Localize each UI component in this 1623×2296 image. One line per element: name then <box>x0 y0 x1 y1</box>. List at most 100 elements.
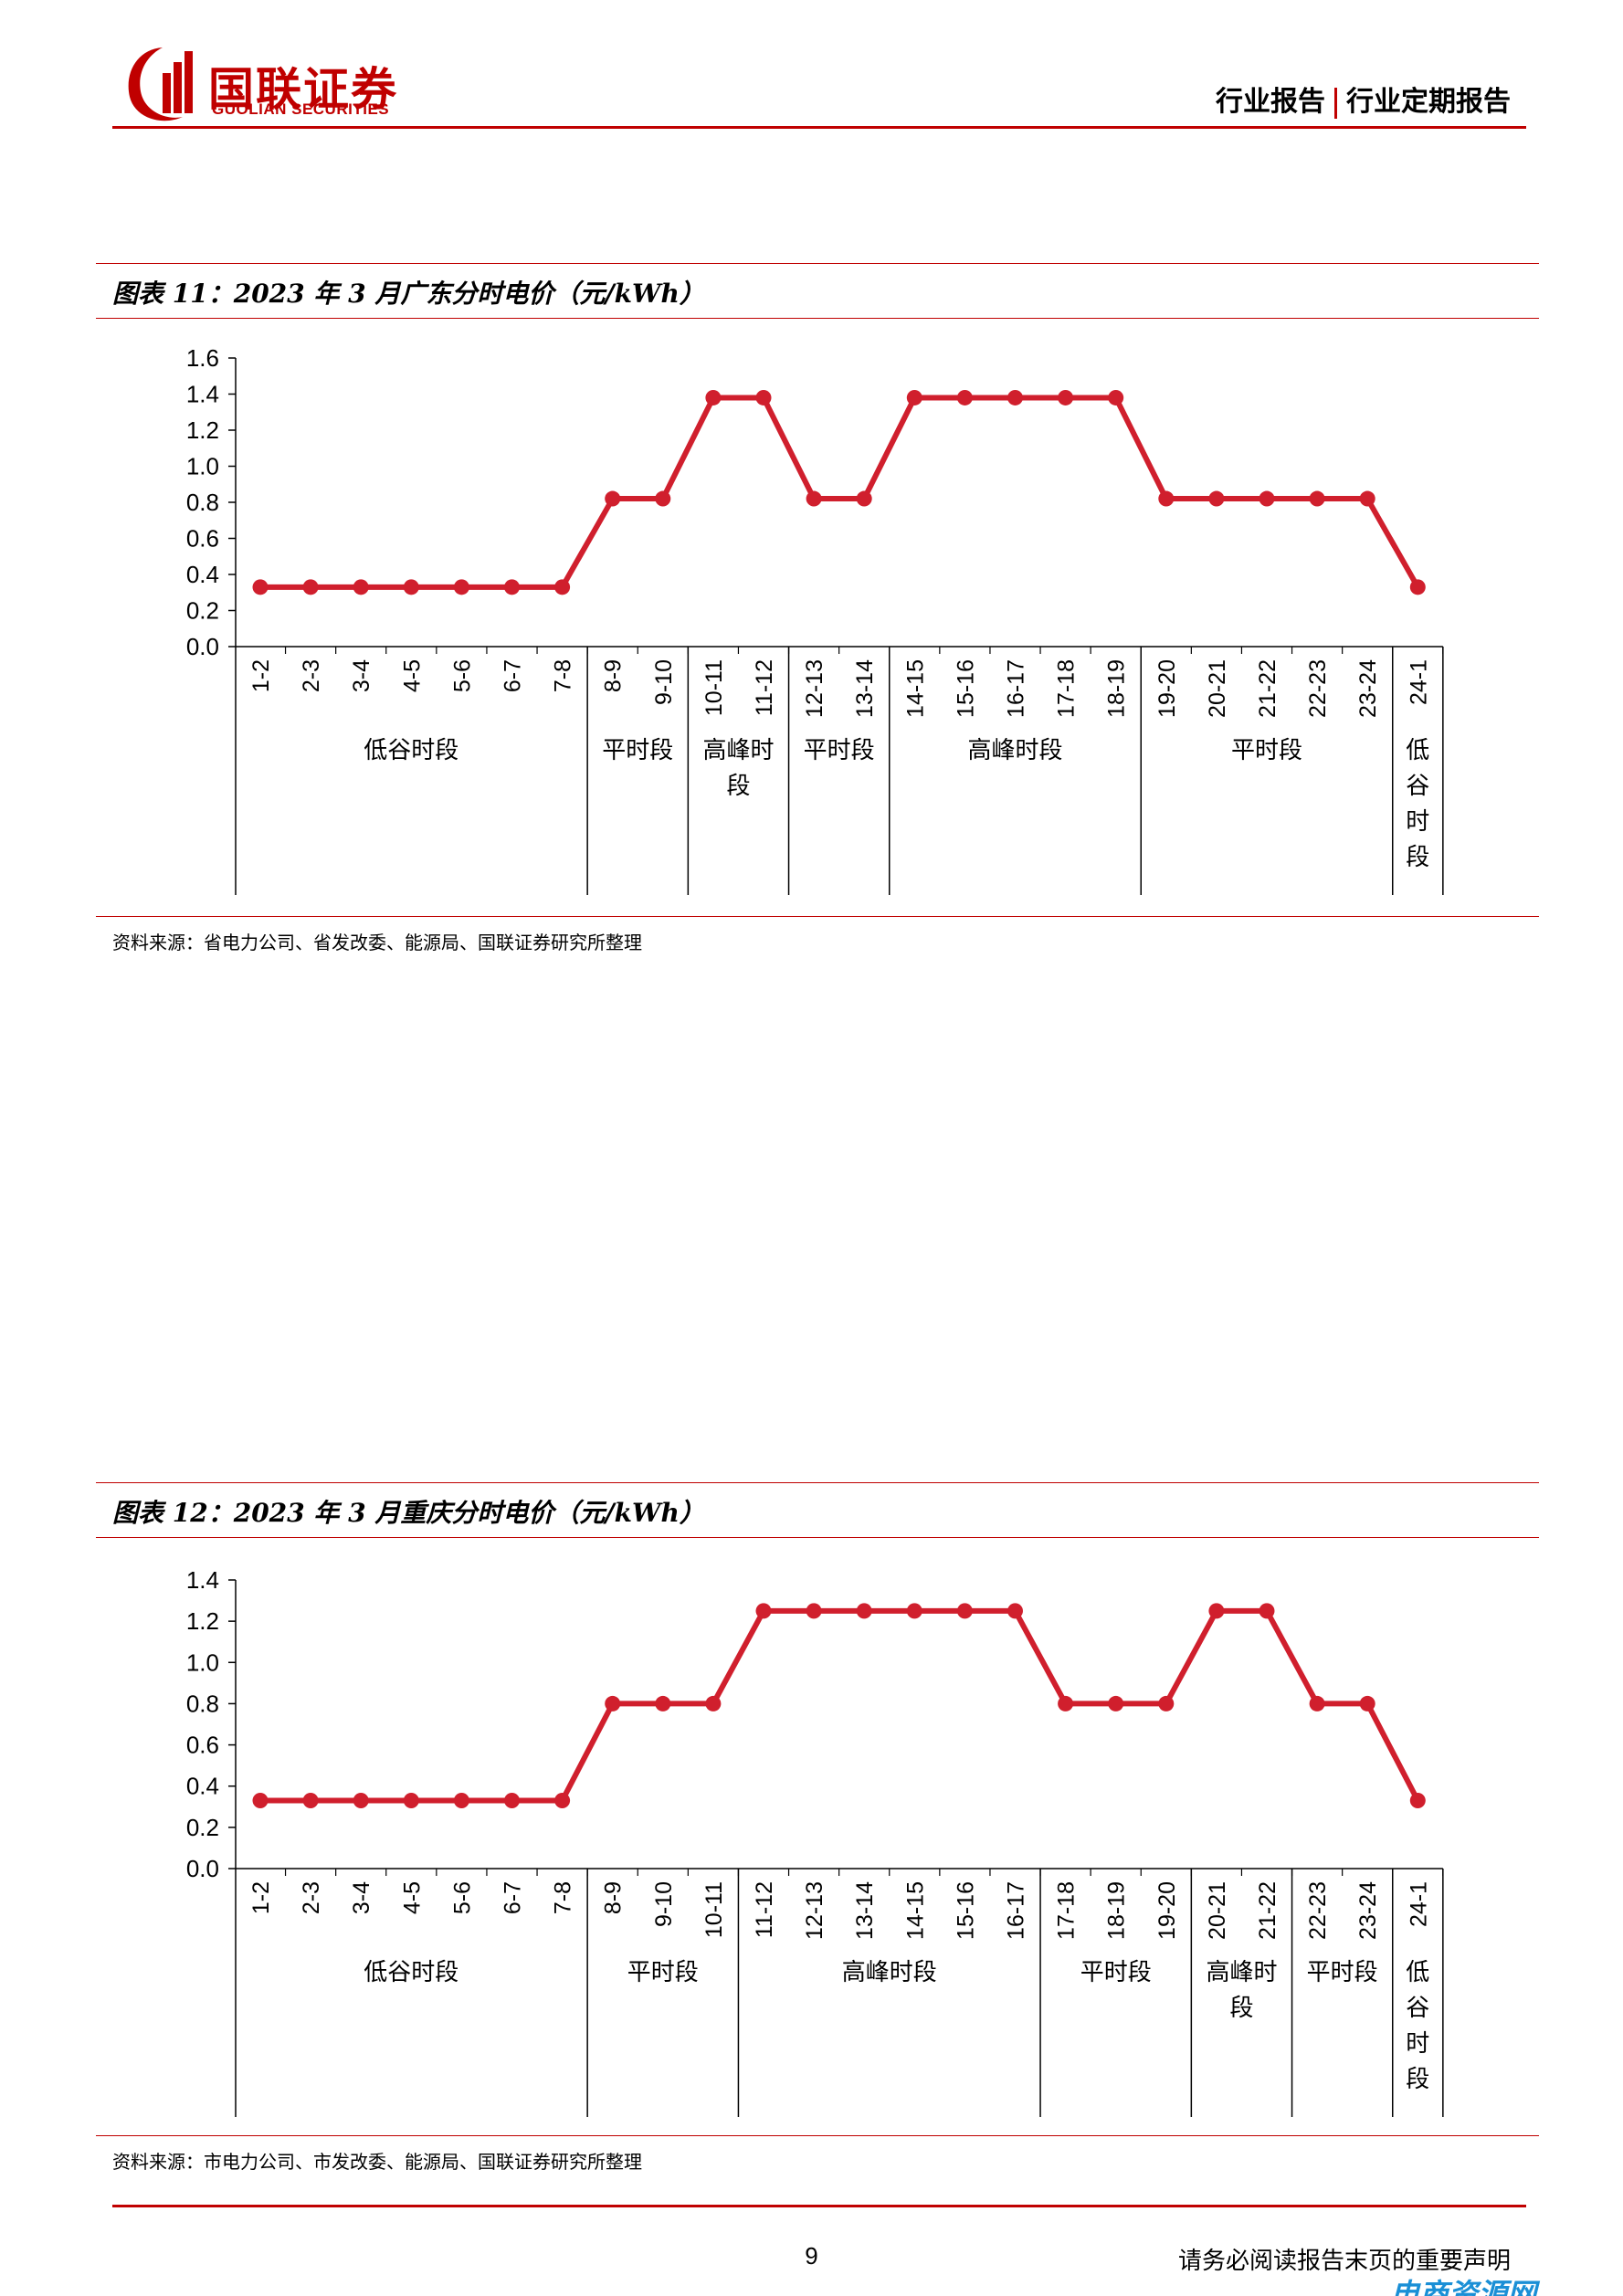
data-point <box>1259 1603 1275 1619</box>
x-category-label: 23-24 <box>1355 1881 1381 1940</box>
figure-12-caption-rule <box>96 1537 1539 1538</box>
footer-notice: 请务必阅读报告末页的重要声明 <box>1177 2248 1511 2275</box>
data-point <box>1158 490 1175 507</box>
report-subtype: 行业定期报告 <box>1346 86 1511 118</box>
x-category-label: 6-7 <box>501 1881 526 1914</box>
x-category-label: 16-17 <box>1004 659 1029 718</box>
data-point <box>1409 579 1426 595</box>
group-label: 高峰时段 <box>967 737 1062 764</box>
data-point <box>1359 490 1375 507</box>
data-point <box>504 1793 520 1809</box>
x-category-label: 14-15 <box>902 1881 928 1940</box>
data-point <box>1158 1695 1175 1711</box>
x-category-label: 3-4 <box>349 1881 374 1914</box>
y-tick-label: 0.8 <box>186 1690 219 1717</box>
x-category-label: 1-2 <box>248 1881 274 1914</box>
data-point <box>1108 1695 1124 1711</box>
x-category-label: 9-10 <box>651 659 677 705</box>
y-tick-label: 0.0 <box>186 633 219 660</box>
data-point <box>856 490 872 507</box>
group-label: 低谷时段 <box>364 1959 458 1986</box>
chart-chongqing: 0.0 0.2 0.4 0.6 0.8 1.0 1.2 1.4 1-2 2-3 3-4 4-5 5-6 6… <box>186 1566 1444 2117</box>
x-category-label: 1-2 <box>248 659 274 692</box>
y-tick-label: 0.8 <box>186 489 219 516</box>
data-point <box>655 490 671 507</box>
x-category-label: 4-5 <box>399 659 425 692</box>
data-point <box>956 1603 973 1619</box>
figure-11-caption-rule <box>96 318 1539 319</box>
y-tick-label: 1.2 <box>186 416 219 444</box>
x-category-label: 2-3 <box>299 659 324 692</box>
data-point <box>504 579 520 595</box>
figure-11-source: 资料来源：省电力公司、省发改委、能源局、国联证券研究所整理 <box>112 932 642 953</box>
data-point <box>252 579 269 595</box>
y-tick-label: 1.0 <box>186 453 219 480</box>
data-point <box>1309 1695 1325 1711</box>
group-label: 高峰时段 <box>1206 1959 1277 2022</box>
group-label: 低谷时段 <box>1406 737 1429 871</box>
figure-12-bottom-rule <box>96 2135 1539 2136</box>
data-point <box>403 579 419 595</box>
x-category-label: 22-23 <box>1305 1881 1331 1940</box>
x-category-label: 17-18 <box>1054 659 1080 718</box>
y-tick-label: 0.6 <box>186 525 219 553</box>
y-tick-label: 0.4 <box>186 1773 219 1800</box>
x-category-label: 8-9 <box>601 659 627 692</box>
data-point <box>806 1603 822 1619</box>
figure-12-top-rule <box>96 1482 1539 1483</box>
x-category-label: 14-15 <box>902 659 928 718</box>
data-point <box>605 1695 621 1711</box>
x-category-label: 5-6 <box>449 659 475 692</box>
data-point <box>302 579 319 595</box>
x-category-label: 9-10 <box>651 1881 677 1927</box>
x-category-label: 13-14 <box>852 659 878 718</box>
x-category-label: 4-5 <box>399 1881 425 1914</box>
data-point <box>856 1603 872 1619</box>
data-point <box>906 1603 922 1619</box>
data-point <box>755 389 772 405</box>
x-category-label: 17-18 <box>1054 1881 1080 1940</box>
y-tick-label: 1.4 <box>186 1566 219 1594</box>
x-category-label: 21-22 <box>1255 659 1280 718</box>
x-category-label: 19-20 <box>1154 659 1180 718</box>
x-category-label: 12-13 <box>802 1881 827 1940</box>
data-point <box>453 1793 469 1809</box>
guolian-logo-icon <box>128 47 193 121</box>
x-category-label: 7-8 <box>551 659 576 692</box>
data-point <box>403 1793 419 1809</box>
x-category-label: 8-9 <box>601 1881 627 1914</box>
x-category-label: 24-1 <box>1406 1881 1431 1927</box>
group-label: 低谷时段 <box>1406 1959 1429 2093</box>
data-point <box>1208 490 1225 507</box>
group-label: 平时段 <box>1080 1959 1152 1986</box>
report-type: 行业报告 <box>1216 86 1325 118</box>
x-category-label: 23-24 <box>1355 659 1381 718</box>
header-separator <box>1334 88 1337 119</box>
data-point <box>806 490 822 507</box>
x-category-label: 18-19 <box>1104 659 1130 718</box>
figure-12-source: 资料来源：市电力公司、市发改委、能源局、国联证券研究所整理 <box>112 2151 642 2173</box>
x-category-label: 24-1 <box>1406 659 1431 705</box>
x-category-label: 12-13 <box>802 659 827 718</box>
data-point <box>1007 389 1023 405</box>
x-category-label: 10-11 <box>701 1881 727 1938</box>
watermark: 电商资源网 <box>1389 2277 1536 2296</box>
data-point <box>554 579 571 595</box>
data-point <box>1409 1793 1426 1809</box>
header-rule <box>112 126 1526 129</box>
y-tick-label: 0.2 <box>186 597 219 625</box>
x-category-label: 22-23 <box>1305 659 1331 718</box>
group-label: 高峰时段 <box>842 1959 937 1986</box>
data-point <box>1359 1695 1375 1711</box>
y-tick-label: 0.2 <box>186 1814 219 1841</box>
data-point <box>302 1793 319 1809</box>
y-tick-label: 0.6 <box>186 1732 219 1759</box>
report-type-header: 行业报告 行业定期报告 <box>1216 79 1511 119</box>
figure-11-bottom-rule <box>96 916 1539 917</box>
y-tick-label: 1.4 <box>186 381 219 408</box>
x-category-label: 20-21 <box>1205 1881 1230 1940</box>
data-point <box>755 1603 772 1619</box>
x-category-label: 15-16 <box>953 1881 978 1940</box>
data-point <box>252 1793 269 1809</box>
